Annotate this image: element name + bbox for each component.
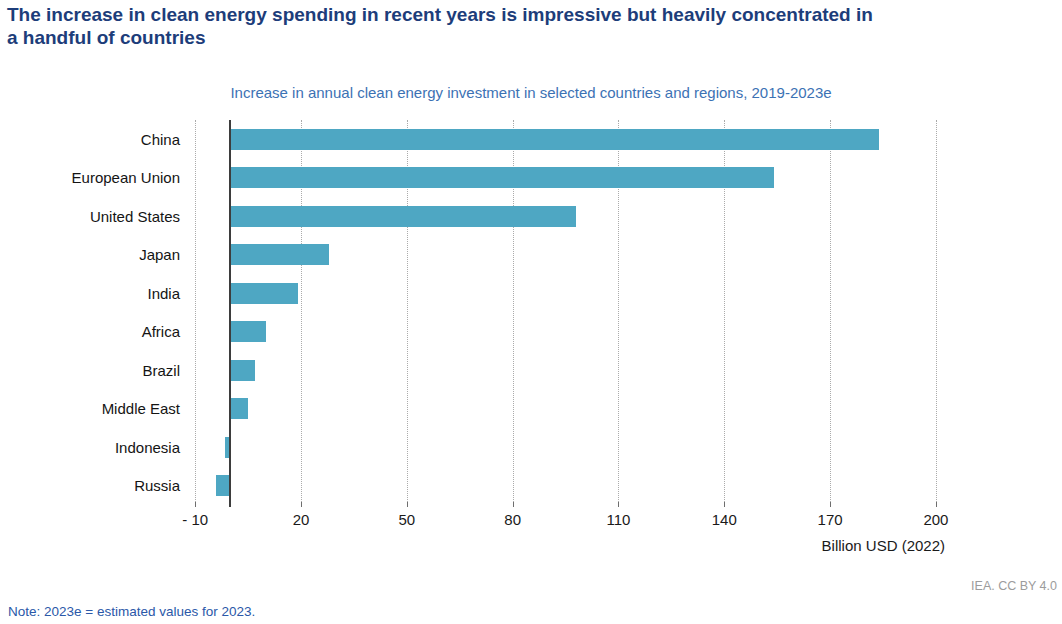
category-label: Brazil	[20, 362, 180, 379]
x-tick-170	[830, 502, 831, 507]
bar-india	[231, 283, 298, 304]
x-tick-80	[513, 502, 514, 507]
x-tick-label: 200	[904, 511, 968, 528]
x-tick-label: 80	[481, 511, 545, 528]
gridline-170	[830, 120, 831, 502]
bar-middle-east	[231, 398, 249, 419]
x-tick--10	[195, 502, 196, 507]
category-label: Africa	[20, 323, 180, 340]
x-tick-label: - 10	[163, 511, 227, 528]
category-label: India	[20, 285, 180, 302]
x-tick-20	[301, 502, 302, 507]
x-tick-label: 110	[586, 511, 650, 528]
x-tick-label: 140	[692, 511, 756, 528]
zero-axis-line	[229, 120, 231, 507]
category-label: Japan	[20, 246, 180, 263]
x-tick-label: 20	[269, 511, 333, 528]
bar-chart: - 10 20 50 80 110 140 170 200 China European Unio…	[0, 0, 1062, 624]
x-tick-200	[936, 502, 937, 507]
category-label: Russia	[20, 477, 180, 494]
category-label: Indonesia	[20, 439, 180, 456]
gridline-200	[936, 120, 937, 502]
category-label: China	[20, 131, 180, 148]
footnote: Note: 2023e = estimated values for 2023.	[8, 604, 255, 619]
x-tick-label: 170	[798, 511, 862, 528]
bar-japan	[231, 244, 330, 265]
x-axis-title: Billion USD (2022)	[645, 537, 945, 554]
x-tick-110	[618, 502, 619, 507]
x-tick-140	[724, 502, 725, 507]
category-label: United States	[20, 208, 180, 225]
category-label: Middle East	[20, 400, 180, 417]
x-tick-50	[407, 502, 408, 507]
category-label: European Union	[20, 169, 180, 186]
attribution-label: IEA. CC BY 4.0	[971, 579, 1057, 593]
bar-china	[231, 129, 880, 150]
gridline--10	[195, 120, 196, 502]
x-tick-label: 50	[375, 511, 439, 528]
bar-european-union	[231, 167, 774, 188]
bar-brazil	[231, 360, 256, 381]
bar-africa	[231, 321, 266, 342]
bar-united-states	[231, 206, 577, 227]
